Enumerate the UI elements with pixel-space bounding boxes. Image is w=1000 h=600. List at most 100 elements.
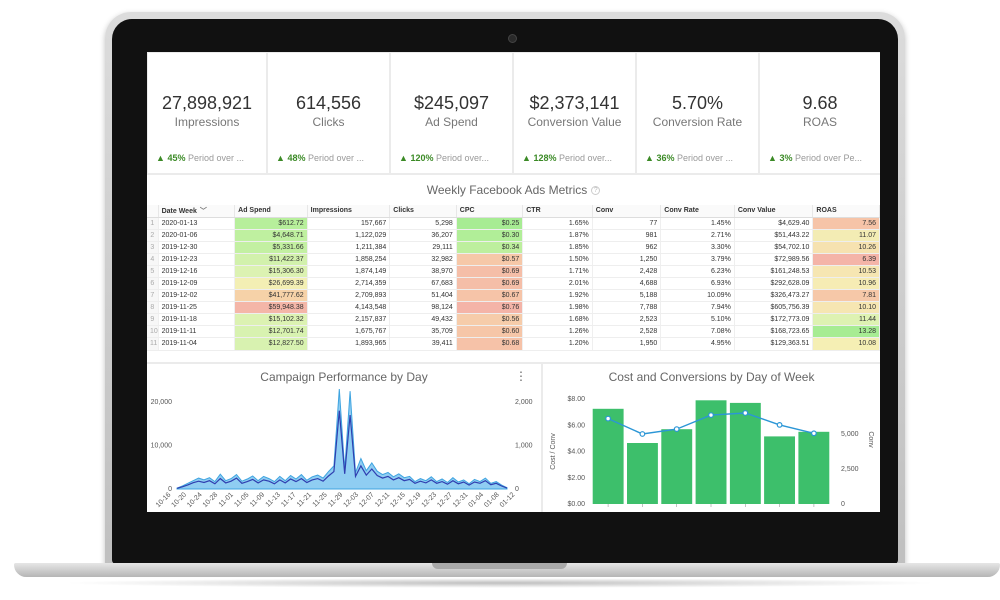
kpi-label: Impressions bbox=[174, 115, 240, 129]
laptop-base bbox=[14, 563, 1000, 577]
series-line bbox=[176, 410, 508, 489]
bar bbox=[592, 408, 624, 504]
table-cell: $72,989.56 bbox=[734, 253, 814, 266]
table-cell: $41,777.62 bbox=[234, 289, 308, 303]
laptop-base-notch bbox=[432, 563, 567, 569]
table-cell: 2,528 bbox=[592, 325, 662, 339]
x-axis-tick: 01-04 bbox=[468, 491, 486, 509]
table-cell: 67,683 bbox=[389, 277, 457, 291]
x-axis-tick: 11-09 bbox=[249, 491, 266, 508]
table-cell: 1.50% bbox=[522, 253, 593, 266]
column-header[interactable]: Conv Value bbox=[734, 205, 814, 218]
kpi-delta: ▲ 128% Period over... bbox=[522, 153, 631, 163]
x-axis-tick: 11-29 bbox=[327, 491, 344, 508]
table-row[interactable]: 11 2019-11-04 $12,827.50 1,893,965 39,411 $0.… bbox=[147, 337, 880, 351]
column-header[interactable]: Date Week ﹀ bbox=[158, 205, 236, 218]
table-cell: 2.01% bbox=[522, 277, 593, 291]
table-cell: 10.08 bbox=[812, 337, 880, 351]
table-row[interactable]: 8 2019-11-25 $59,948.38 4,143,548 98,124 $0.7… bbox=[147, 301, 880, 315]
data-point[interactable] bbox=[708, 412, 714, 418]
table-row[interactable]: 9 2019-11-18 $15,102.32 2,157,837 49,432 $0.5… bbox=[147, 313, 880, 327]
dashboard-screen: 27,898,921 Impressions ▲ 45% Period over .… bbox=[147, 52, 880, 512]
table-cell: 7.81 bbox=[812, 289, 880, 303]
data-point[interactable] bbox=[776, 422, 783, 428]
y-axis-left-label: Cost / Conv bbox=[550, 433, 557, 470]
column-header[interactable]: Conv bbox=[592, 205, 662, 218]
x-axis-tick: 11-25 bbox=[312, 491, 329, 508]
campaign-performance-chart: 20,00010,00002,0001,000010-1610-2010-241… bbox=[151, 388, 533, 509]
table-body: 1 2020-01-13 $612.72 157,667 5,298 $0.25 1.65%… bbox=[147, 217, 880, 351]
row-index: 11 bbox=[147, 337, 159, 351]
kpi-delta-percent: 36% bbox=[656, 153, 675, 163]
table-cell: 5,298 bbox=[389, 217, 457, 230]
column-header[interactable]: CTR bbox=[522, 205, 593, 218]
table-cell: 157,667 bbox=[307, 217, 391, 230]
data-point[interactable] bbox=[811, 430, 817, 437]
table-cell: 38,970 bbox=[389, 265, 457, 278]
table-header: Date Week ﹀ Ad Spend Impressions Clicks CPC CT… bbox=[147, 205, 880, 218]
y-axis-left-tick: 20,000 bbox=[151, 399, 173, 406]
kpi-delta-text: Period over Pe... bbox=[794, 153, 863, 163]
table-cell: 981 bbox=[592, 229, 662, 242]
data-point[interactable] bbox=[639, 431, 646, 437]
chart-title: Campaign Performance by Day bbox=[260, 370, 428, 384]
table-row[interactable]: 10 2019-11-11 $12,701.74 1,675,767 35,709 $0.… bbox=[147, 325, 880, 339]
row-index: 8 bbox=[147, 301, 159, 315]
row-index: 6 bbox=[147, 277, 159, 291]
table-row[interactable]: 2 2020-01-06 $4,648.71 1,122,029 36,207 $0.30… bbox=[147, 229, 880, 242]
x-axis-tick: 11-13 bbox=[265, 491, 282, 508]
column-header[interactable]: Clicks bbox=[389, 205, 457, 218]
data-point[interactable] bbox=[742, 410, 749, 416]
laptop-shadow bbox=[60, 578, 940, 588]
table-cell: 5.10% bbox=[660, 313, 735, 327]
table-cell: 7.56 bbox=[812, 217, 880, 230]
weekly-metrics-table: Date Week ﹀ Ad Spend Impressions Clicks CPC CT… bbox=[147, 205, 880, 351]
column-header[interactable]: Ad Spend bbox=[234, 205, 308, 218]
kpi-value: 9.68 bbox=[802, 93, 838, 113]
column-header[interactable]: ROAS bbox=[812, 205, 880, 218]
table-cell: 2,157,837 bbox=[307, 313, 391, 327]
kpi-delta: ▲ 120% Period over... bbox=[399, 153, 508, 163]
table-cell: 2,523 bbox=[592, 313, 662, 327]
table-cell: 6.23% bbox=[660, 265, 735, 278]
table-row[interactable]: 5 2019-12-16 $15,306.30 1,874,149 38,970 $0.6… bbox=[147, 265, 880, 278]
table-cell: 2.71% bbox=[660, 229, 735, 242]
table-row[interactable]: 4 2019-12-23 $11,422.37 1,858,254 32,982 $0.5… bbox=[147, 253, 880, 266]
kpi-label: Clicks bbox=[312, 115, 345, 129]
kpi-delta-text: Period over... bbox=[558, 153, 613, 163]
more-options-icon[interactable]: ⋮ bbox=[515, 369, 527, 383]
table-row[interactable]: 7 2019-12-02 $41,777.62 2,709,893 51,404 $0.6… bbox=[147, 289, 880, 303]
kpi-label: Ad Spend bbox=[425, 115, 478, 129]
table-cell: 1,122,029 bbox=[307, 229, 391, 242]
table-cell: $0.67 bbox=[456, 289, 524, 303]
table-cell: 1.71% bbox=[522, 265, 593, 278]
cost-conversions-chart: $8.00 $6.00 $4.00 $2.00 $0.00 5,000 2,500 0 Cost… bbox=[550, 396, 874, 508]
data-point[interactable] bbox=[605, 415, 611, 422]
column-header[interactable]: Conv Rate bbox=[660, 205, 735, 218]
table-row[interactable]: 3 2019-12-30 $5,331.66 1,211,384 29,111 $0.34… bbox=[147, 241, 880, 254]
kpi-card: 9.68 ROAS ▲ 3% Period over Pe... bbox=[760, 53, 880, 173]
kpi-delta-percent: 120% bbox=[410, 153, 434, 163]
table-cell: 2019-12-23 bbox=[158, 253, 236, 266]
bar bbox=[764, 436, 795, 504]
table-row[interactable]: 1 2020-01-13 $612.72 157,667 5,298 $0.25 1.65%… bbox=[147, 217, 880, 230]
row-index-header bbox=[147, 205, 159, 218]
sort-chevron-icon[interactable]: ﹀ bbox=[199, 207, 207, 215]
column-header[interactable]: Impressions bbox=[307, 205, 391, 218]
table-cell: 10.53 bbox=[812, 265, 880, 278]
data-point[interactable] bbox=[673, 426, 680, 432]
bar bbox=[798, 431, 830, 504]
table-cell: $51,443.22 bbox=[734, 229, 814, 242]
kpi-delta: ▲ 36% Period over ... bbox=[645, 153, 754, 163]
x-axis-tick: 10-28 bbox=[202, 491, 220, 509]
table-cell: 1,250 bbox=[592, 253, 662, 266]
table-cell: $59,948.38 bbox=[234, 301, 308, 315]
table-cell: 4,688 bbox=[592, 277, 662, 291]
table-cell: 4.95% bbox=[660, 337, 735, 351]
column-header[interactable]: CPC bbox=[456, 205, 524, 218]
table-row[interactable]: 6 2019-12-09 $26,699.39 2,714,359 67,683 $0.6… bbox=[147, 277, 880, 291]
y-axis-left-tick: 0 bbox=[168, 486, 172, 493]
info-icon[interactable]: ? bbox=[591, 186, 601, 196]
table-cell: $0.34 bbox=[456, 241, 524, 254]
y-axis-right-label: Conv bbox=[867, 431, 874, 448]
